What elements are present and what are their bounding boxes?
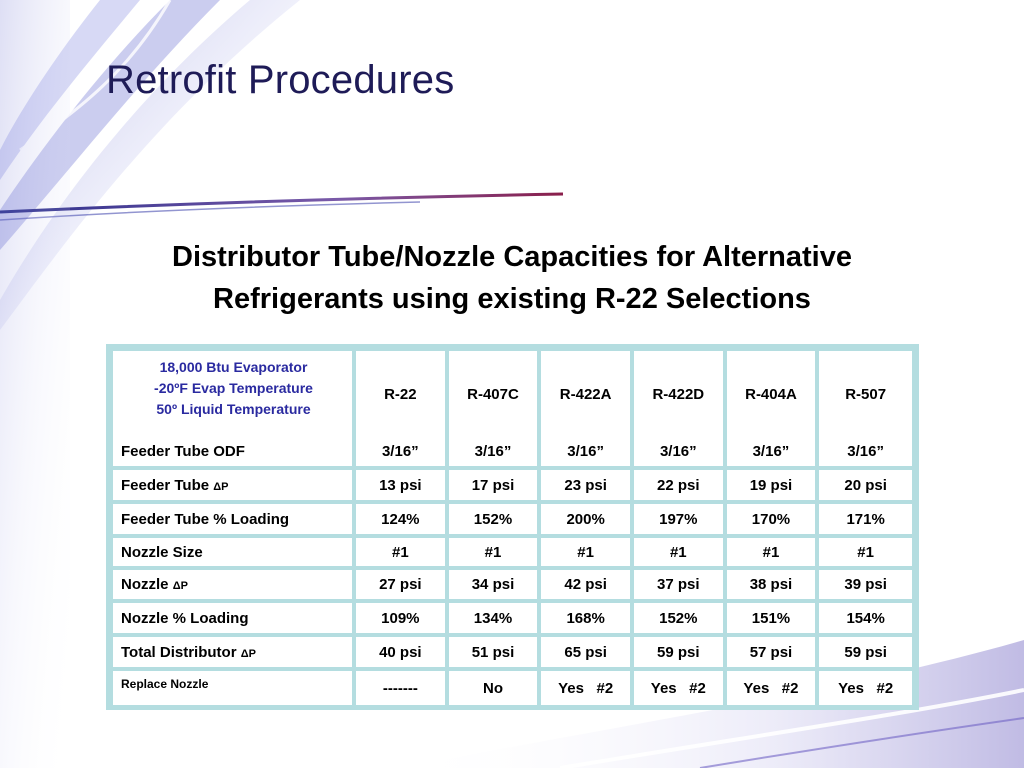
table-row: Feeder Tube % Loading 124% 152% 200% 197% 170… xyxy=(113,504,912,538)
table-cell: 27 psi xyxy=(356,570,449,603)
delta-p-symbol: ΔP xyxy=(172,580,188,592)
row-label-text: Feeder Tube xyxy=(121,476,214,494)
table-cell: 3/16” xyxy=(819,437,912,470)
table-row: Nozzle ΔP 27 psi 34 psi 42 psi 37 psi 38 psi 3… xyxy=(113,570,912,603)
column-header: R-404A xyxy=(727,351,820,437)
table-cell: 134% xyxy=(448,603,542,637)
table-cell: #1 xyxy=(726,538,820,570)
row-label-text: Total Distributor xyxy=(121,643,241,661)
column-header: R-22 xyxy=(356,351,449,437)
row-label: Nozzle Size xyxy=(113,538,356,570)
table-cell: 38 psi xyxy=(726,570,820,603)
delta-p-symbol: ΔP xyxy=(213,480,229,493)
row-label-text: Nozzle xyxy=(121,576,173,593)
table-cell: 168% xyxy=(541,603,634,637)
table-row: Feeder Tube ΔP 13 psi 17 psi 23 psi 22 psi 19… xyxy=(113,470,912,504)
capacity-table-frame: 18,000 Btu Evaporator -20ºF Evap Tempera… xyxy=(106,344,919,710)
table-cell: 59 psi xyxy=(633,637,727,671)
corner-line-3: 50º Liquid Temperature xyxy=(156,401,311,417)
table-row: Replace Nozzle ------- No Yes #2 Yes #2 Yes #… xyxy=(113,671,912,705)
table-cell: #1 xyxy=(356,538,449,570)
table-cell: 3/16” xyxy=(633,437,727,470)
table-cell: 39 psi xyxy=(819,570,912,603)
table-cell: 37 psi xyxy=(633,570,727,603)
table-cell: 151% xyxy=(726,603,820,637)
table-cell: 3/16” xyxy=(541,437,634,470)
column-header: R-407C xyxy=(449,351,542,437)
column-header: R-422A xyxy=(541,351,634,437)
table-cell: 51 psi xyxy=(448,637,542,671)
row-label: Feeder Tube ODF xyxy=(113,437,356,470)
row-label: Total Distributor ΔP xyxy=(113,637,356,671)
row-label: Nozzle ΔP xyxy=(113,570,356,603)
row-label: Nozzle % Loading xyxy=(113,603,356,637)
table-cell: 40 psi xyxy=(356,637,449,671)
table-cell: 23 psi xyxy=(541,470,634,504)
table-cell: 3/16” xyxy=(356,437,449,470)
corner-line-2: -20ºF Evap Temperature xyxy=(154,380,313,396)
table-cell: 152% xyxy=(633,603,727,637)
table-row: Total Distributor ΔP 40 psi 51 psi 65 psi 59… xyxy=(113,637,912,671)
row-label-text: Nozzle % Loading xyxy=(121,609,249,627)
row-label-text: Nozzle Size xyxy=(121,543,203,561)
slide-title: Retrofit Procedures xyxy=(106,58,455,102)
row-label: Feeder Tube ΔP xyxy=(113,470,356,504)
row-label-text: Feeder Tube % Loading xyxy=(121,510,290,528)
table-cell: 19 psi xyxy=(726,470,820,504)
table-cell: 154% xyxy=(819,603,912,637)
table-cell: Yes #2 xyxy=(541,671,634,705)
table-header-row: 18,000 Btu Evaporator -20ºF Evap Tempera… xyxy=(113,351,912,437)
table-row: Nozzle % Loading 109% 134% 168% 152% 151% 154% xyxy=(113,603,912,637)
subtitle-line-2: Refrigerants using existing R-22 Selecti… xyxy=(213,283,811,315)
table-cell: 59 psi xyxy=(819,637,912,671)
table-cell: ------- xyxy=(356,671,449,705)
table-cell: 171% xyxy=(819,504,912,538)
row-label: Replace Nozzle xyxy=(113,671,356,705)
row-label: Feeder Tube % Loading xyxy=(113,504,356,538)
capacity-table: 18,000 Btu Evaporator -20ºF Evap Tempera… xyxy=(113,351,912,705)
table-cell: 152% xyxy=(448,504,542,538)
table-cell: #1 xyxy=(819,538,912,570)
delta-p-symbol: ΔP xyxy=(240,647,256,660)
table-cell: Yes #2 xyxy=(838,679,894,697)
table-cell: 200% xyxy=(541,504,634,538)
table-cell: Yes #2 xyxy=(634,671,727,705)
table-cell: #1 xyxy=(633,538,727,570)
table-cell: 22 psi xyxy=(633,470,727,504)
table-corner-cell: 18,000 Btu Evaporator -20ºF Evap Tempera… xyxy=(113,351,356,437)
table-cell: No xyxy=(449,671,542,705)
slide-subtitle: Distributor Tube/Nozzle Capacities for A… xyxy=(60,236,964,320)
row-label-text: Feeder Tube ODF xyxy=(121,443,245,460)
table-cell: 170% xyxy=(726,504,820,538)
table-cell: Yes #2 xyxy=(727,671,820,705)
corner-line-1: 18,000 Btu Evaporator xyxy=(159,359,308,375)
table-row: Nozzle Size #1 #1 #1 #1 #1 #1 xyxy=(113,538,912,570)
table-cell: 57 psi xyxy=(726,637,820,671)
table-cell: 34 psi xyxy=(448,570,542,603)
table-cell: 124% xyxy=(356,504,449,538)
table-cell: 197% xyxy=(633,504,727,538)
table-cell: 3/16” xyxy=(726,437,820,470)
table-cell: 20 psi xyxy=(819,470,912,504)
table-cell: 109% xyxy=(356,603,449,637)
table-cell: 65 psi xyxy=(541,637,634,671)
table-cell: 3/16” xyxy=(448,437,542,470)
row-label-text: Replace Nozzle xyxy=(121,677,209,691)
subtitle-line-1: Distributor Tube/Nozzle Capacities for A… xyxy=(172,241,852,273)
table-cell: #1 xyxy=(448,538,542,570)
table-cell: #1 xyxy=(541,538,634,570)
column-header: R-422D xyxy=(634,351,727,437)
table-cell: 13 psi xyxy=(356,470,449,504)
table-cell: 42 psi xyxy=(541,570,634,603)
table-cell: 17 psi xyxy=(448,470,542,504)
table-row: Feeder Tube ODF 3/16” 3/16” 3/16” 3/16” 3/16”… xyxy=(113,437,912,470)
column-header: R-507 xyxy=(845,385,887,403)
